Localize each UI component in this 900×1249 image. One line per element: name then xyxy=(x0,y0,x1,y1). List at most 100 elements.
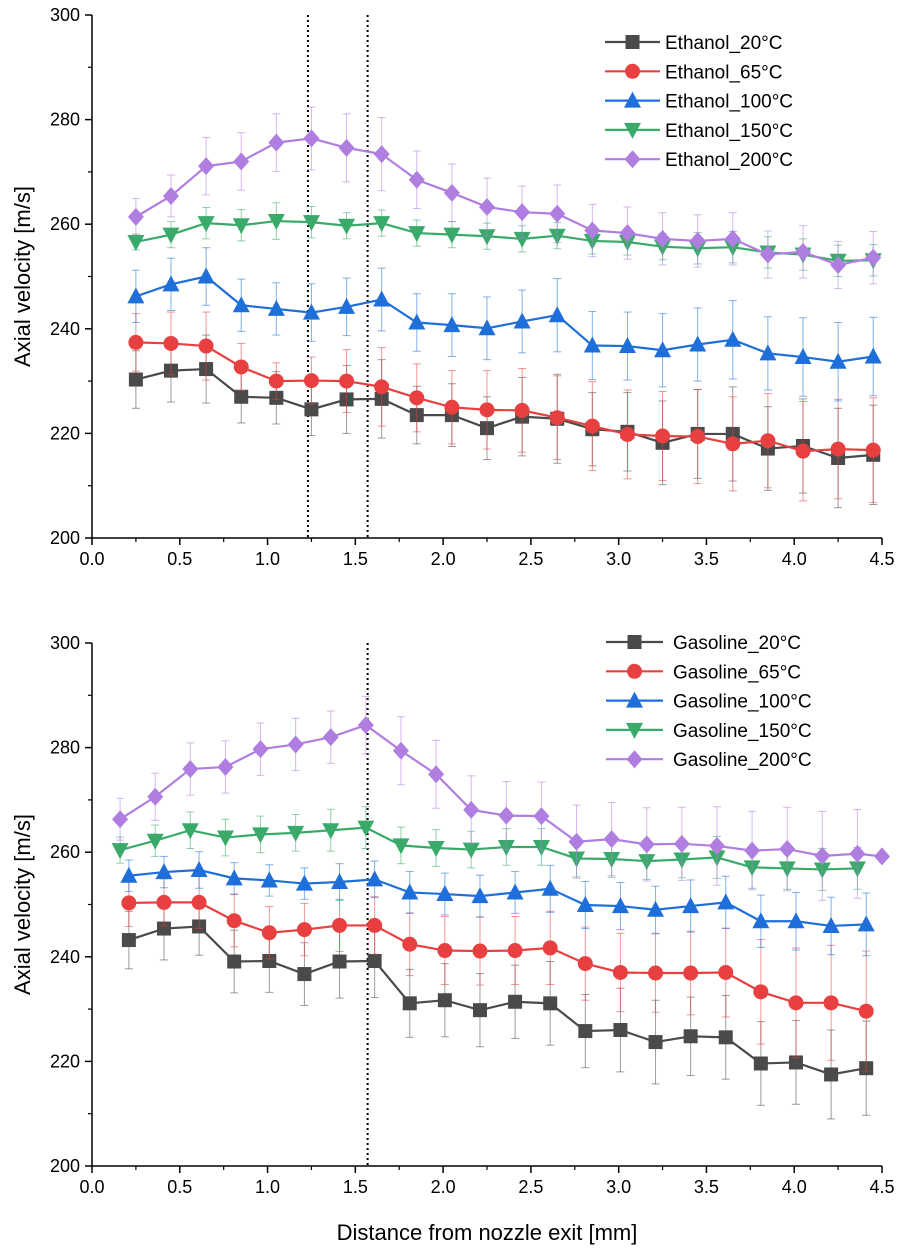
legend-entry: Ethanol_65°C xyxy=(605,62,782,83)
data-point xyxy=(814,846,831,865)
data-point xyxy=(162,227,180,244)
data-point xyxy=(829,352,847,369)
series-line xyxy=(135,137,874,267)
legend-label: Gasoline_20°C xyxy=(673,633,801,654)
data-point xyxy=(232,218,250,235)
data-point xyxy=(374,379,390,395)
data-point xyxy=(718,1030,733,1045)
data-point xyxy=(147,787,164,806)
data-point xyxy=(543,996,558,1011)
data-point xyxy=(568,832,585,851)
data-point xyxy=(262,953,277,968)
data-point xyxy=(303,129,320,148)
legend-entry: Gasoline_65°C xyxy=(606,662,801,683)
y-tick-label: 240 xyxy=(50,947,80,967)
data-point xyxy=(619,224,636,243)
data-point xyxy=(857,915,875,932)
data-point xyxy=(682,897,700,914)
y-tick-label: 200 xyxy=(50,528,80,548)
data-point xyxy=(479,197,495,216)
series-3 xyxy=(120,851,875,957)
data-point xyxy=(304,402,319,417)
y-tick-label: 280 xyxy=(50,110,80,130)
data-point xyxy=(443,183,460,202)
data-point xyxy=(322,823,340,840)
data-point xyxy=(436,885,454,902)
data-point xyxy=(874,847,890,866)
x-tick-label: 1.5 xyxy=(343,549,368,569)
data-point xyxy=(647,900,665,917)
x-tick-label: 3.0 xyxy=(606,1177,631,1197)
data-point xyxy=(443,227,461,244)
x-tick-label: 0.5 xyxy=(167,1177,192,1197)
data-point xyxy=(233,152,250,171)
legend-label: Ethanol_200°C xyxy=(665,150,793,171)
legend-label: Gasoline_150°C xyxy=(673,721,812,742)
data-point xyxy=(472,943,488,959)
data-point xyxy=(583,336,601,353)
data-point xyxy=(689,335,707,352)
data-point xyxy=(120,866,138,883)
data-point xyxy=(302,303,320,320)
legend-entry: Ethanol_20°C xyxy=(605,33,782,54)
data-point xyxy=(402,936,418,952)
series-line xyxy=(128,901,867,1013)
data-point xyxy=(155,863,173,880)
data-point xyxy=(163,186,179,205)
x-tick-label: 3.0 xyxy=(606,549,631,569)
x-tick-label: 2.0 xyxy=(431,549,456,569)
y-tick-label: 300 xyxy=(50,5,80,25)
data-point xyxy=(366,870,384,887)
data-point xyxy=(513,231,531,248)
series-1 xyxy=(121,896,874,1120)
data-point xyxy=(533,807,550,826)
data-point xyxy=(830,441,846,457)
data-point xyxy=(287,735,304,754)
data-point xyxy=(759,344,777,361)
data-point xyxy=(392,741,409,760)
data-point xyxy=(513,312,531,329)
data-point xyxy=(795,443,811,459)
legend-label: Ethanol_150°C xyxy=(665,121,793,142)
x-tick-label: 4.0 xyxy=(782,549,807,569)
data-point xyxy=(471,887,489,904)
data-point xyxy=(191,894,207,910)
legend-entry: Ethanol_100°C xyxy=(605,91,793,113)
data-point xyxy=(373,145,390,164)
data-point xyxy=(268,133,285,152)
data-point xyxy=(752,912,770,929)
data-point xyxy=(267,299,285,316)
x-tick-label: 1.5 xyxy=(343,1177,368,1197)
y-tick-label: 200 xyxy=(50,1156,80,1176)
series-line xyxy=(135,341,874,453)
data-point xyxy=(332,917,348,933)
series-line xyxy=(135,219,874,262)
data-point xyxy=(260,871,278,888)
data-point xyxy=(864,347,882,364)
data-point xyxy=(197,267,215,284)
data-point xyxy=(181,823,199,840)
data-point xyxy=(427,841,445,858)
data-point xyxy=(725,436,741,452)
chart-panel-1: 0.0 0.5 1.0 1.5 2.0 2.5 3.0 3.5 4.0 4.5 200 220 240 2… xyxy=(10,5,895,569)
data-point xyxy=(577,956,593,972)
data-point xyxy=(584,221,601,240)
data-point xyxy=(163,335,179,351)
data-point xyxy=(182,760,199,779)
x-tick-label: 2.5 xyxy=(518,1177,543,1197)
x-tick-label: 4.5 xyxy=(869,549,894,569)
data-point xyxy=(428,765,445,784)
data-point xyxy=(541,879,559,896)
data-point xyxy=(437,943,453,959)
data-point xyxy=(128,334,144,350)
data-point xyxy=(233,359,249,375)
data-point xyxy=(302,215,320,232)
series-line xyxy=(128,925,867,1076)
data-point xyxy=(156,894,172,910)
data-point xyxy=(724,330,742,347)
data-point xyxy=(297,967,312,982)
x-tick-label: 1.0 xyxy=(255,1177,280,1197)
series-5 xyxy=(112,695,890,901)
x-axis-title: Distance from nozzle exit [mm] xyxy=(337,1220,638,1245)
